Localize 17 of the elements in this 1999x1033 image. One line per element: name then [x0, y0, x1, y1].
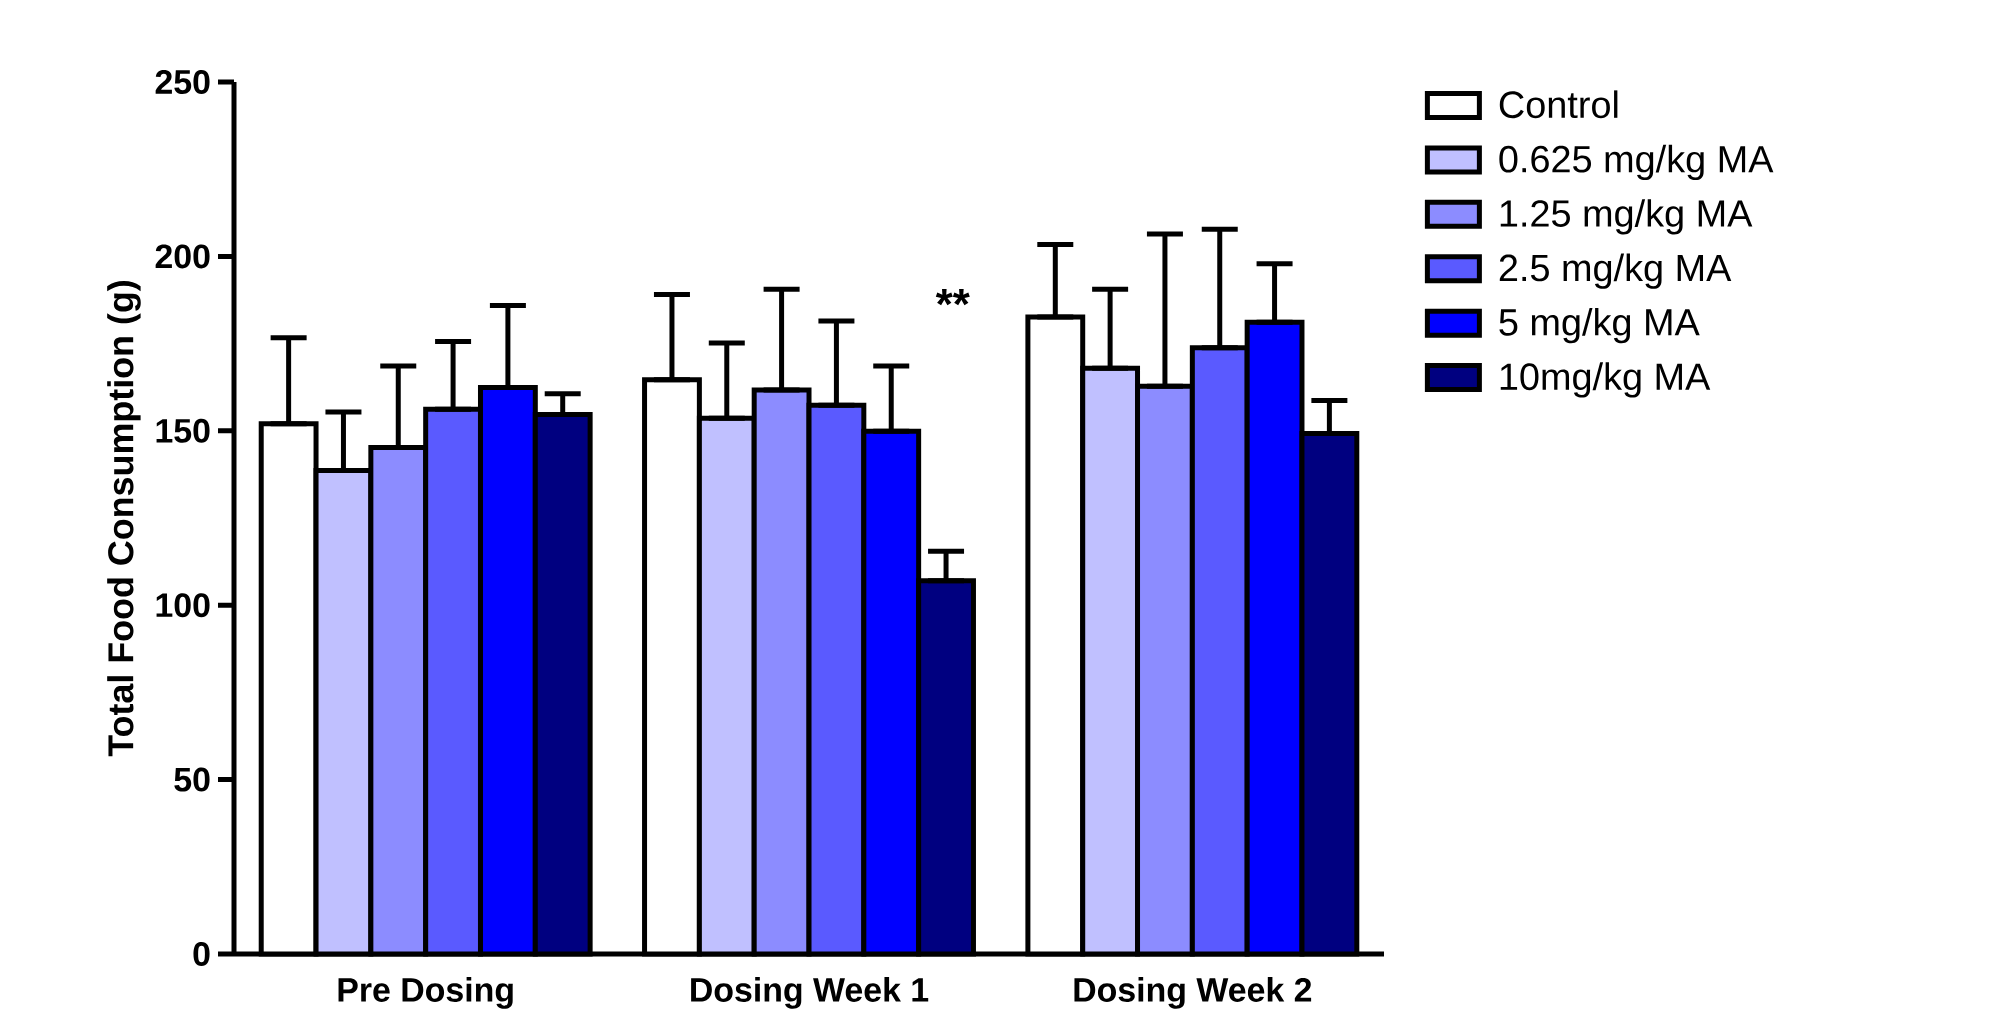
y-tick-label: 250 — [155, 70, 210, 94]
legend-label: 2.5 mg/kg MA — [1499, 253, 1732, 289]
y-tick-label: 50 — [174, 767, 210, 792]
x-tick-label: Dosing Week 2 — [1074, 977, 1312, 1009]
legend-label: 10mg/kg MA — [1500, 362, 1711, 398]
y-axis-title: Total Food Consumption (g) — [107, 281, 141, 757]
y-tick-label: 200 — [155, 244, 210, 269]
legend-label: 5 mg/kg MA — [1499, 307, 1700, 344]
y-tick-label: 150 — [156, 418, 210, 443]
legend-label: 0.625 mg/kg MA — [1499, 144, 1774, 181]
annotation: ** — [935, 288, 970, 306]
legend-label: 1.25 mg/kg MA — [1500, 199, 1753, 235]
legend-label: Control — [1499, 90, 1618, 119]
x-tick-label: Pre Dosing — [338, 977, 513, 1009]
y-tick-label: 0 — [193, 942, 210, 966]
y-tick-label: 100 — [156, 593, 210, 618]
x-tick-label: Dosing Week 1 — [691, 977, 929, 1009]
